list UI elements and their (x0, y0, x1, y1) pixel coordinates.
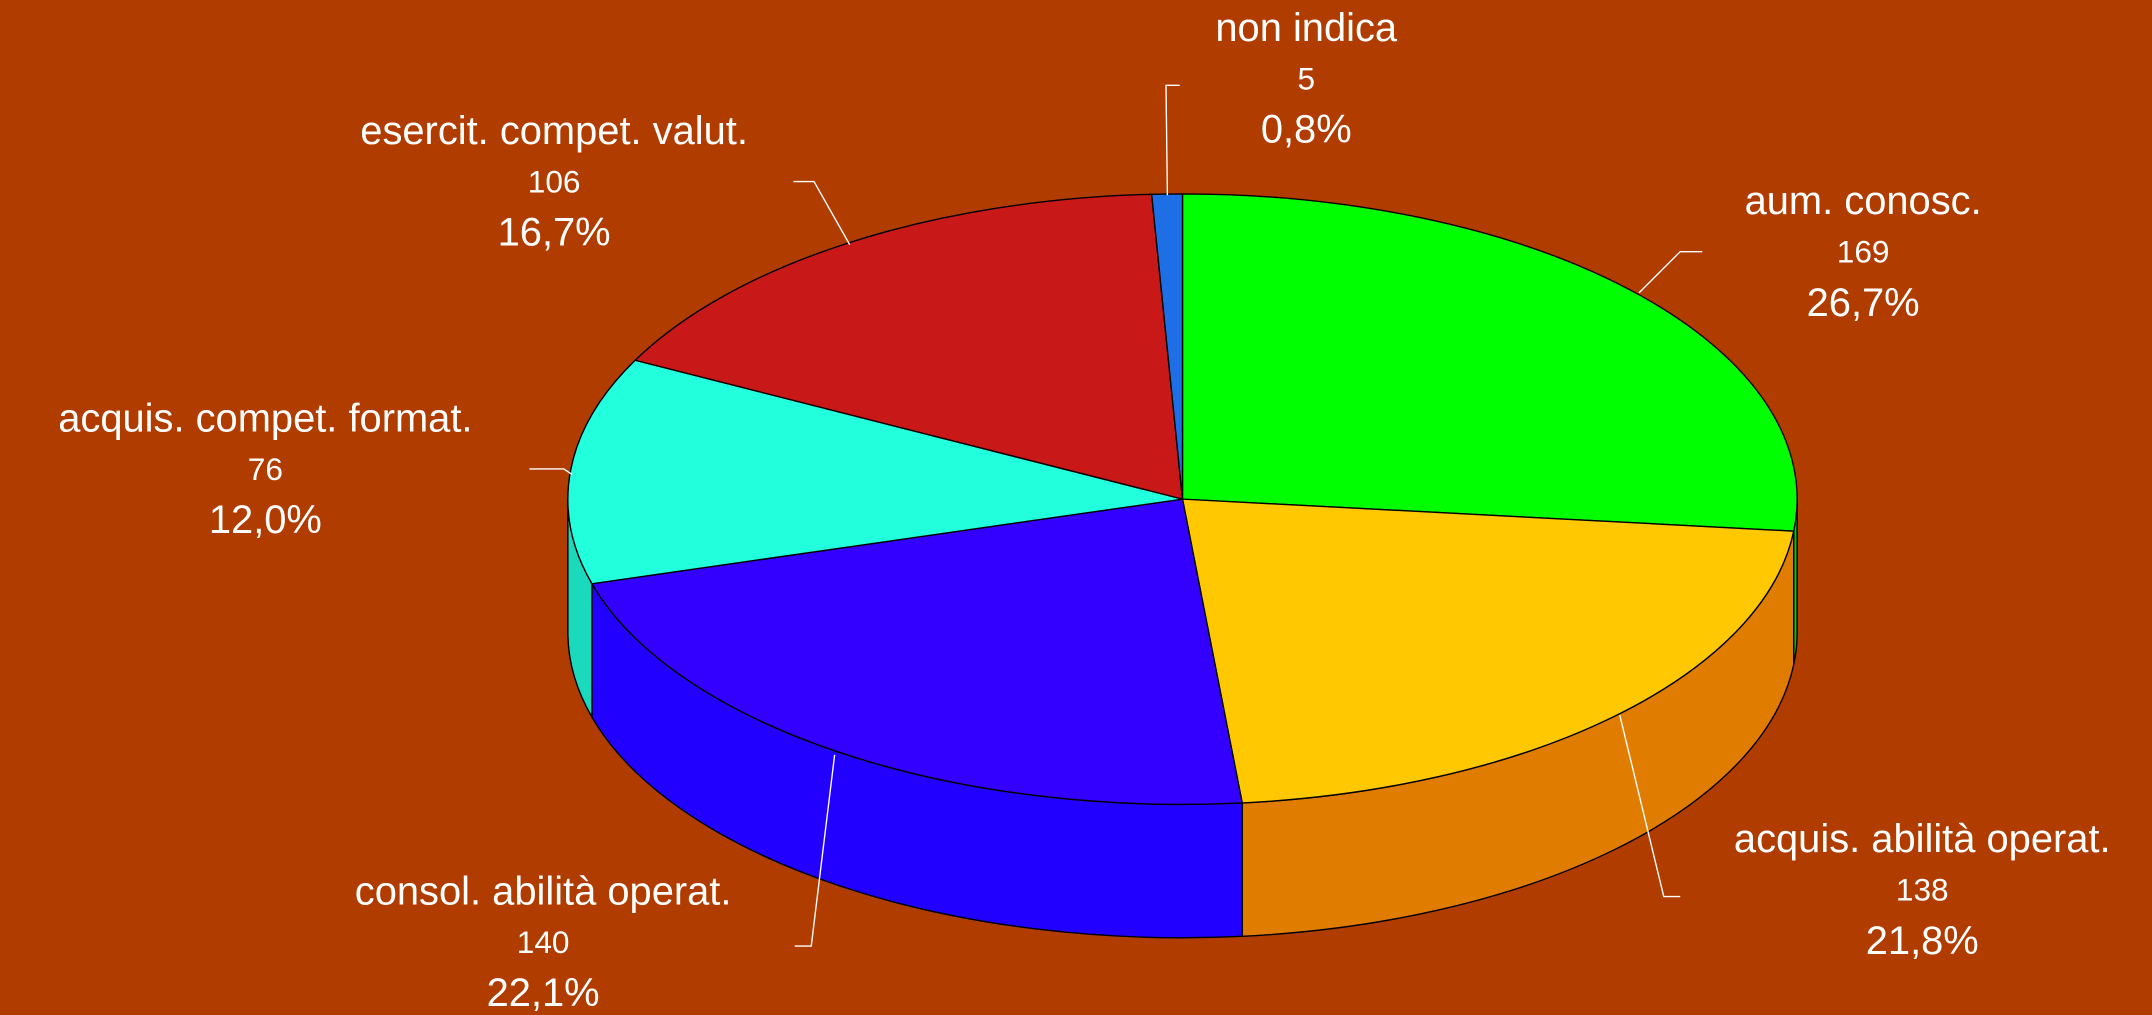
count-label: 169 (1837, 234, 1890, 270)
leader-line (1165, 84, 1180, 196)
percent-label: 26,7% (1807, 281, 1920, 325)
count-label: 76 (248, 451, 283, 487)
pie-group: aum. conosc. 169 26,7% acquis. abilità oper… (58, 6, 2110, 1015)
category-label: consol. abilità operat. (355, 869, 732, 913)
count-label: 138 (1896, 872, 1949, 908)
count-label: 106 (528, 164, 581, 200)
category-label: non indica (1215, 6, 1398, 50)
pie-slice (590, 498, 1244, 806)
leader-line (529, 468, 573, 475)
category-label: esercit. compet. valut. (360, 109, 748, 153)
percent-label: 16,7% (498, 211, 611, 255)
percent-label: 22,1% (487, 971, 600, 1015)
count-label: 140 (517, 924, 570, 960)
leader-line (794, 754, 836, 947)
pie-slice (567, 359, 1183, 585)
leader-line (1638, 250, 1703, 294)
percent-label: 21,8% (1866, 919, 1979, 963)
pie-slice (1181, 498, 1795, 804)
category-label: acquis. abilità operat. (1734, 817, 2111, 861)
leader-line (793, 180, 851, 246)
percent-label: 12,0% (209, 498, 322, 542)
category-label: acquis. compet. format. (58, 396, 472, 440)
category-label: aum. conosc. (1745, 179, 1982, 223)
leader-line (1619, 714, 1681, 898)
count-label: 5 (1297, 60, 1315, 96)
percent-label: 0,8% (1261, 108, 1352, 152)
pie-slice (1181, 193, 1798, 532)
